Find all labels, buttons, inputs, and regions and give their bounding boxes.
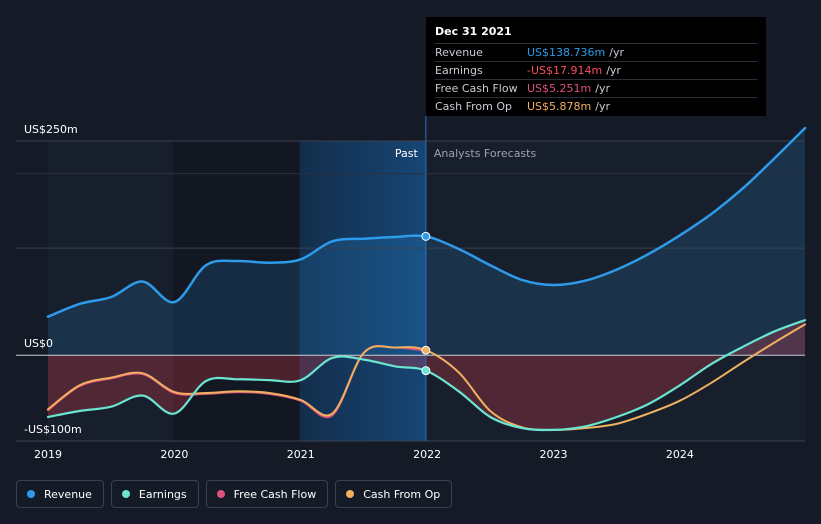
past-label: Past [395,147,419,160]
tooltip-row-unit: /yr [595,82,610,95]
tooltip-row-label: Free Cash Flow [435,82,518,95]
tooltip-row-cash-from-op: Cash From Op US$5.878m /yr [435,97,757,115]
legend-item-free-cash-flow[interactable]: Free Cash Flow [205,480,329,508]
legend: Revenue Earnings Free Cash Flow Cash Fro… [16,480,453,508]
legend-item-cash-from-op[interactable]: Cash From Op [335,480,453,508]
x-tick-label: 2024 [666,448,694,461]
x-tick-label: 2020 [160,448,188,461]
legend-item-earnings[interactable]: Earnings [110,480,199,508]
tooltip-row-unit: /yr [606,64,621,77]
legend-label: Earnings [138,487,187,501]
legend-dot-icon [346,490,355,498]
data-point-cash-from-op [421,345,431,355]
forecast-label: Analysts Forecasts [434,147,537,160]
tooltip-date: Dec 31 2021 [435,25,512,38]
x-tick-label: 2022 [413,448,441,461]
x-tick-label: 2023 [540,448,568,461]
legend-label: Cash From Op [363,487,441,501]
legend-label: Revenue [44,487,92,501]
revenue-area [48,128,805,356]
tooltip-row-label: Cash From Op [435,100,513,113]
y-label-bottom: -US$100m [24,423,82,436]
data-point-earnings [421,366,431,376]
data-point-revenue [421,231,431,241]
past-highlight-band [299,141,426,441]
legend-dot-icon [27,490,35,498]
x-tick-label: 2021 [287,448,315,461]
tooltip-row-label: Revenue [435,46,483,59]
legend-item-revenue[interactable]: Revenue [16,480,104,508]
legend-dot-icon [216,490,225,498]
tooltip: Dec 31 2021 Revenue US$138.736m /yr Earn… [426,17,766,116]
tooltip-row-free-cash-flow: Free Cash Flow US$5.251m /yr [435,79,757,97]
tooltip-row-value: US$138.736m [527,46,606,59]
tooltip-row-value: US$5.878m [527,100,592,113]
earnings-area [48,320,805,431]
legend-label: Free Cash Flow [233,487,317,501]
x-tick-label: 2019 [34,448,62,461]
tooltip-row-unit: /yr [609,46,624,59]
tooltip-row-revenue: Revenue US$138.736m /yr [435,43,757,61]
tooltip-row-earnings: Earnings -US$17.914m /yr [435,61,757,79]
tooltip-row-label: Earnings [435,64,483,77]
y-label-top: US$250m [24,123,78,136]
tooltip-row-value: US$5.251m [527,82,592,95]
tooltip-row-value: -US$17.914m [527,64,603,77]
legend-dot-icon [121,490,130,498]
tooltip-row-unit: /yr [595,100,610,113]
y-label-zero: US$0 [24,337,54,350]
